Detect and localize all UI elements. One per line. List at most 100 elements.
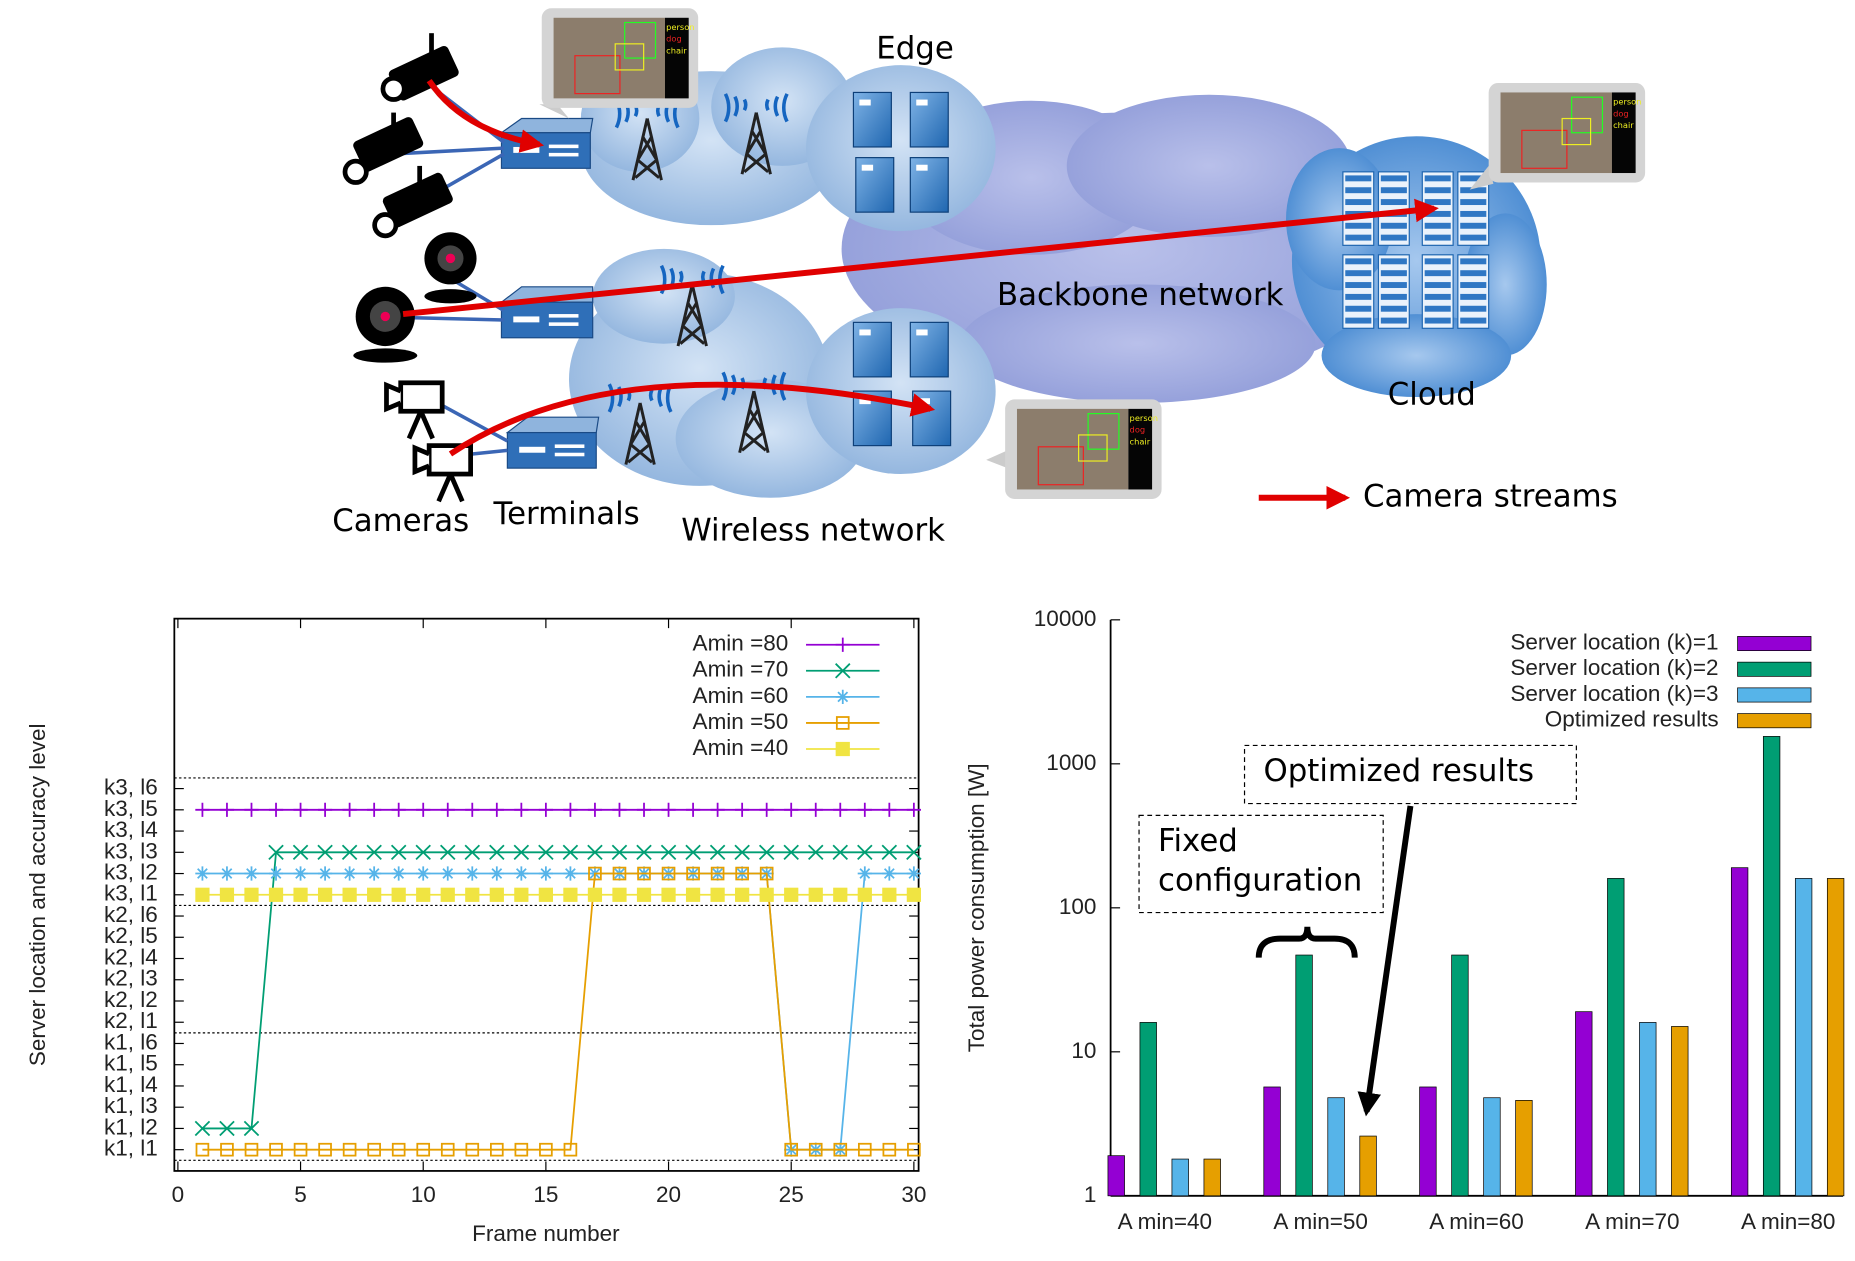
bar xyxy=(1295,954,1313,1197)
marker xyxy=(661,887,676,902)
server-stripe xyxy=(1460,270,1487,277)
server-slot xyxy=(916,99,928,106)
marker xyxy=(882,866,897,881)
marker xyxy=(465,1142,480,1157)
marker xyxy=(440,866,455,881)
server-stripe xyxy=(1424,199,1451,206)
server-stripe xyxy=(1380,282,1407,288)
antenna-tower xyxy=(607,383,673,465)
server-stripe xyxy=(1424,282,1451,288)
server-stripe xyxy=(1460,293,1487,300)
marker xyxy=(857,866,872,881)
marker xyxy=(342,866,357,881)
marker xyxy=(710,887,725,902)
marker xyxy=(857,802,872,817)
marker xyxy=(784,802,799,817)
marker xyxy=(366,844,382,861)
thumbnail-label: chair xyxy=(666,45,687,55)
pointer-arrow xyxy=(1357,805,1414,1117)
bar xyxy=(1794,878,1813,1197)
marker xyxy=(563,866,578,881)
radio-wave xyxy=(742,98,770,112)
bar xyxy=(1327,1097,1345,1197)
y-tick-label: k3, l3 xyxy=(104,838,158,863)
y-tick-label: k2, l6 xyxy=(104,902,158,927)
marker xyxy=(514,1142,529,1157)
marker xyxy=(415,844,431,861)
server xyxy=(852,91,892,148)
marker xyxy=(391,887,406,902)
server-stripe xyxy=(1380,234,1407,241)
marker xyxy=(195,887,210,902)
marker xyxy=(906,866,921,881)
marker xyxy=(219,1120,235,1137)
marker xyxy=(808,1142,823,1157)
tower-body xyxy=(624,402,656,465)
marker xyxy=(219,887,235,902)
marker xyxy=(244,887,259,902)
marker xyxy=(268,844,284,861)
series: Amin =80 xyxy=(195,631,921,817)
legend-label: Amin =70 xyxy=(693,657,789,682)
server-stripe xyxy=(1424,234,1451,241)
x-tick-label: 5 xyxy=(294,1182,307,1207)
marker xyxy=(906,887,921,902)
series: Amin =70 xyxy=(194,657,922,1137)
marker xyxy=(293,802,308,817)
server-stripe xyxy=(1460,175,1487,182)
server-stripe xyxy=(1345,270,1372,277)
marker xyxy=(244,1142,259,1157)
marker xyxy=(195,1142,210,1157)
marker xyxy=(464,844,481,861)
cloud-server xyxy=(1457,254,1490,329)
marker xyxy=(268,802,284,817)
marker xyxy=(293,866,308,881)
bar xyxy=(1730,867,1749,1197)
series-line xyxy=(202,851,914,1130)
marker xyxy=(835,663,851,679)
bar xyxy=(1359,1135,1377,1197)
thumbnail-dark xyxy=(664,17,689,99)
marker xyxy=(244,802,259,817)
y-tick-label: k2, l4 xyxy=(104,944,158,969)
server-body xyxy=(855,157,895,213)
cloud-server xyxy=(1421,254,1454,329)
y-tick-label: 1000 xyxy=(1046,750,1096,775)
marker xyxy=(489,866,504,881)
server-stripe xyxy=(1424,317,1451,324)
marker xyxy=(759,802,774,817)
server-body xyxy=(1342,171,1375,246)
marker xyxy=(465,866,480,881)
marker xyxy=(390,844,407,861)
y-tick-label: 10 xyxy=(1071,1038,1096,1063)
server-slot xyxy=(859,329,871,336)
legend-label: Server location (k)=2 xyxy=(1510,655,1718,680)
annotation-text: Optimized results xyxy=(1263,753,1534,789)
bar xyxy=(1762,736,1781,1197)
cloud-server xyxy=(1457,171,1490,246)
server-stripe xyxy=(1460,305,1487,312)
bar xyxy=(1607,878,1625,1197)
marker xyxy=(292,844,309,861)
legend-label: Server location (k)=3 xyxy=(1510,681,1718,706)
marker xyxy=(513,844,530,861)
marker xyxy=(636,844,652,861)
callout-tail xyxy=(1469,165,1494,190)
marker xyxy=(514,887,529,902)
stream-arrows xyxy=(402,78,1439,510)
marker xyxy=(759,866,774,881)
y-tick-label: k1, l5 xyxy=(104,1051,158,1076)
marker xyxy=(784,1142,799,1157)
y-axis-label: Server location and accuracy level xyxy=(25,723,50,1066)
marker xyxy=(219,866,235,881)
marker xyxy=(317,887,333,902)
legend-label: Amin =60 xyxy=(693,683,789,708)
marker xyxy=(317,802,333,817)
marker xyxy=(612,866,627,881)
marker xyxy=(195,802,210,817)
